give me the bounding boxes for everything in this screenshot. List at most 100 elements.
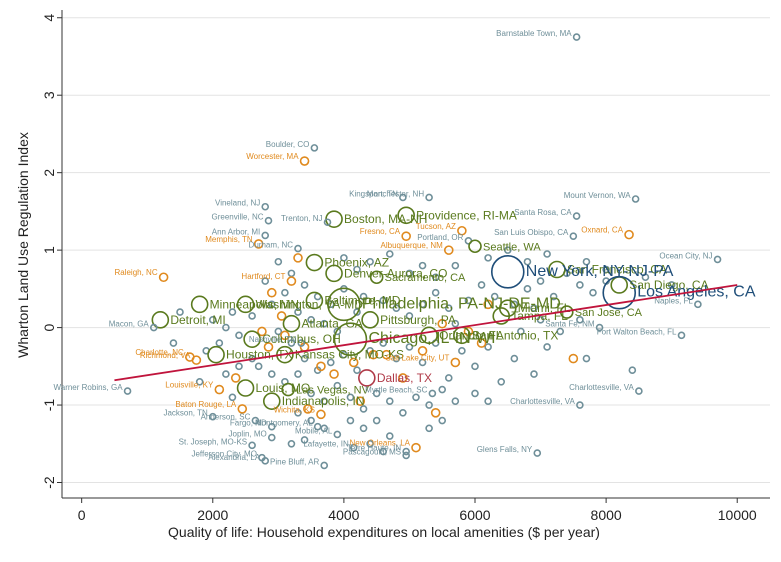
data-point: [151, 311, 170, 329]
data-point: [281, 382, 295, 397]
data-point: [158, 272, 169, 283]
data-point: [631, 195, 640, 203]
y-ticks: -2 -1 0 1 2 3 4: [41, 14, 62, 489]
data-point: [556, 327, 565, 336]
y-axis-title: Wharton Land Use Regulation Index: [15, 132, 31, 358]
point-label: Orlando, FL: [439, 328, 503, 342]
data-point: [261, 231, 270, 240]
data-point: [230, 373, 241, 383]
point-label: Raleigh, NC: [114, 268, 157, 277]
data-point: [276, 311, 287, 321]
data-point: [405, 343, 414, 351]
data-point: [457, 225, 467, 236]
data-point: [492, 307, 511, 325]
point-label: Vineland, NJ: [215, 199, 260, 208]
data-point: [366, 439, 374, 448]
point-label: Boston, MA-NH: [344, 212, 427, 226]
data-point: [523, 257, 532, 266]
point-label: Portland, OR: [417, 233, 463, 242]
data-point: [286, 276, 297, 286]
data-point: [287, 339, 296, 347]
data-point: [261, 277, 270, 285]
data-point: [471, 362, 479, 371]
point-label: Jackson, TN: [163, 409, 208, 418]
data-point: [451, 319, 460, 328]
point-label: Kansas City, MO-KS: [295, 348, 404, 362]
data-point: [402, 447, 410, 456]
data-point: [348, 357, 359, 368]
data-point: [530, 370, 538, 378]
fit-line: [114, 284, 738, 382]
data-point: [316, 361, 326, 372]
data-point: [248, 441, 256, 450]
data-point: [543, 343, 551, 351]
point-label: San Francisco, CA: [567, 262, 667, 276]
data-point: [641, 273, 650, 282]
data-point: [451, 397, 460, 405]
point-label: Jefferson City, MO: [191, 450, 257, 459]
data-point: [595, 323, 604, 332]
x-tick-label: 10000: [718, 507, 757, 523]
point-label: Seattle, WA: [483, 241, 541, 253]
data-point: [392, 354, 401, 363]
data-point: [399, 193, 407, 202]
data-point: [667, 281, 676, 289]
point-label: Wichita, KS: [274, 405, 315, 414]
point-label: Albuquerque, NM: [381, 241, 444, 250]
data-point: [425, 424, 433, 433]
point-label: Ocean City, NJ: [659, 251, 712, 260]
data-point: [355, 396, 366, 406]
data-point: [431, 288, 440, 297]
data-point: [333, 430, 342, 439]
data-point: [215, 339, 224, 347]
point-label: San Antonio, TX: [472, 328, 559, 342]
data-point: [471, 389, 479, 398]
data-point: [420, 326, 438, 345]
data-point: [438, 385, 447, 394]
point-label: Pascagoula, MS: [343, 447, 401, 456]
point-label: Richmond, VA: [140, 351, 191, 360]
data-point: [149, 323, 158, 332]
point-label: New Orleans, LA: [350, 439, 411, 448]
data-point: [379, 339, 388, 347]
data-point: [444, 374, 453, 382]
data-point: [418, 358, 427, 367]
point-label: San Luis Obispo, CA: [494, 228, 569, 237]
data-point: [195, 378, 204, 386]
point-label: Columbus, OH: [262, 332, 341, 346]
data-point: [497, 378, 506, 386]
x-tick-label: 0: [78, 507, 86, 523]
data-point: [503, 246, 512, 254]
data-point: [299, 156, 310, 166]
data-point: [405, 312, 414, 320]
point-label: New York, NY-NJ-PA: [526, 263, 674, 280]
data-point: [533, 449, 542, 457]
data-point: [353, 265, 361, 274]
data-point: [190, 295, 209, 314]
data-point: [418, 300, 427, 309]
point-label: Dallas, TX: [377, 371, 432, 385]
point-label: Terre Haute, IN: [347, 444, 401, 453]
point-label: Greenville, NC: [211, 213, 263, 222]
data-point: [329, 369, 339, 379]
data-point: [274, 257, 283, 266]
point-label: Fort Walton Beach, FL: [597, 327, 677, 336]
point-label: Phoenix, AZ: [324, 256, 389, 270]
data-point: [266, 287, 277, 298]
point-label: Indianapolis, IN: [282, 394, 365, 408]
data-point: [214, 384, 225, 395]
data-point: [326, 358, 335, 367]
data-point: [267, 370, 276, 378]
point-label: Chicago, IL-IN-WI: [368, 330, 495, 347]
data-point: [444, 304, 453, 313]
data-point: [624, 229, 634, 240]
point-label: Houston, TX: [226, 348, 292, 362]
data-point: [379, 447, 388, 456]
point-label: Mobile, AL: [295, 426, 333, 435]
data-point: [346, 393, 355, 402]
point-label: Manchester, NH: [367, 189, 425, 198]
data-point: [300, 436, 309, 444]
point-label: Kingsport, TN: [349, 189, 398, 198]
data-point: [569, 232, 578, 240]
data-point: [340, 254, 348, 262]
